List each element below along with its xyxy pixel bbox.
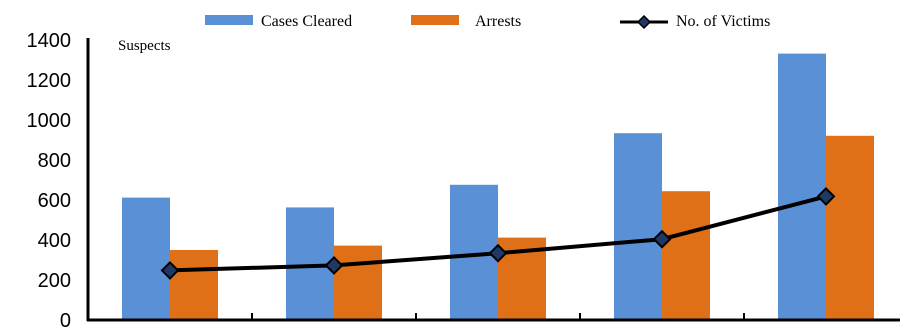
point-no-of-victims-4 — [652, 229, 672, 249]
legend: Cases Cleared Arrests No. of Victims — [205, 13, 770, 30]
y-tick-label-600: 600 — [38, 190, 71, 212]
bar-arrests-5 — [826, 135, 874, 320]
y-tick-label-400: 400 — [38, 230, 71, 252]
legend-marker-victims — [636, 14, 652, 30]
y-tick-label-800: 800 — [38, 150, 71, 172]
y-tick-label-1200: 1200 — [27, 70, 72, 92]
bar-cases-cleared-5 — [778, 53, 826, 320]
legend-swatch-arrests — [411, 15, 459, 25]
legend-swatch-cases-cleared — [205, 15, 253, 25]
y-tick-label-0: 0 — [60, 310, 71, 332]
y-tick-label-1400: 1400 — [27, 30, 72, 52]
line-series — [160, 186, 836, 280]
y-tick-label-200: 200 — [38, 270, 71, 292]
point-no-of-victims-5 — [816, 186, 836, 206]
y-axis-ticks: 0 200 400 600 800 1000 1200 1400 — [27, 30, 72, 332]
legend-label-arrests: Arrests — [475, 13, 521, 30]
legend-label-cases-cleared: Cases Cleared — [261, 13, 352, 30]
y-tick-label-1000: 1000 — [27, 110, 72, 132]
bar-arrests-4 — [662, 191, 710, 320]
bar-cases-cleared-1 — [122, 197, 170, 320]
bars — [122, 53, 874, 320]
bar-arrests-1 — [170, 250, 218, 320]
y-axis-label: Suspects — [118, 38, 171, 54]
bar-cases-cleared-4 — [614, 133, 662, 320]
point-no-of-victims-3 — [488, 243, 508, 263]
bar-arrests-2 — [334, 245, 382, 320]
point-no-of-victims-1 — [160, 260, 180, 280]
point-no-of-victims-2 — [324, 255, 344, 275]
legend-label-victims: No. of Victims — [676, 13, 770, 30]
